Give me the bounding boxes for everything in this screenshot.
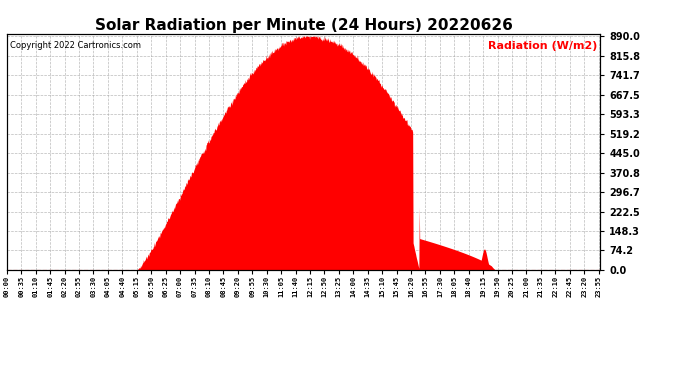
Text: Copyright 2022 Cartronics.com: Copyright 2022 Cartronics.com: [10, 41, 141, 50]
Text: Radiation (W/m2): Radiation (W/m2): [488, 41, 598, 51]
Title: Solar Radiation per Minute (24 Hours) 20220626: Solar Radiation per Minute (24 Hours) 20…: [95, 18, 513, 33]
